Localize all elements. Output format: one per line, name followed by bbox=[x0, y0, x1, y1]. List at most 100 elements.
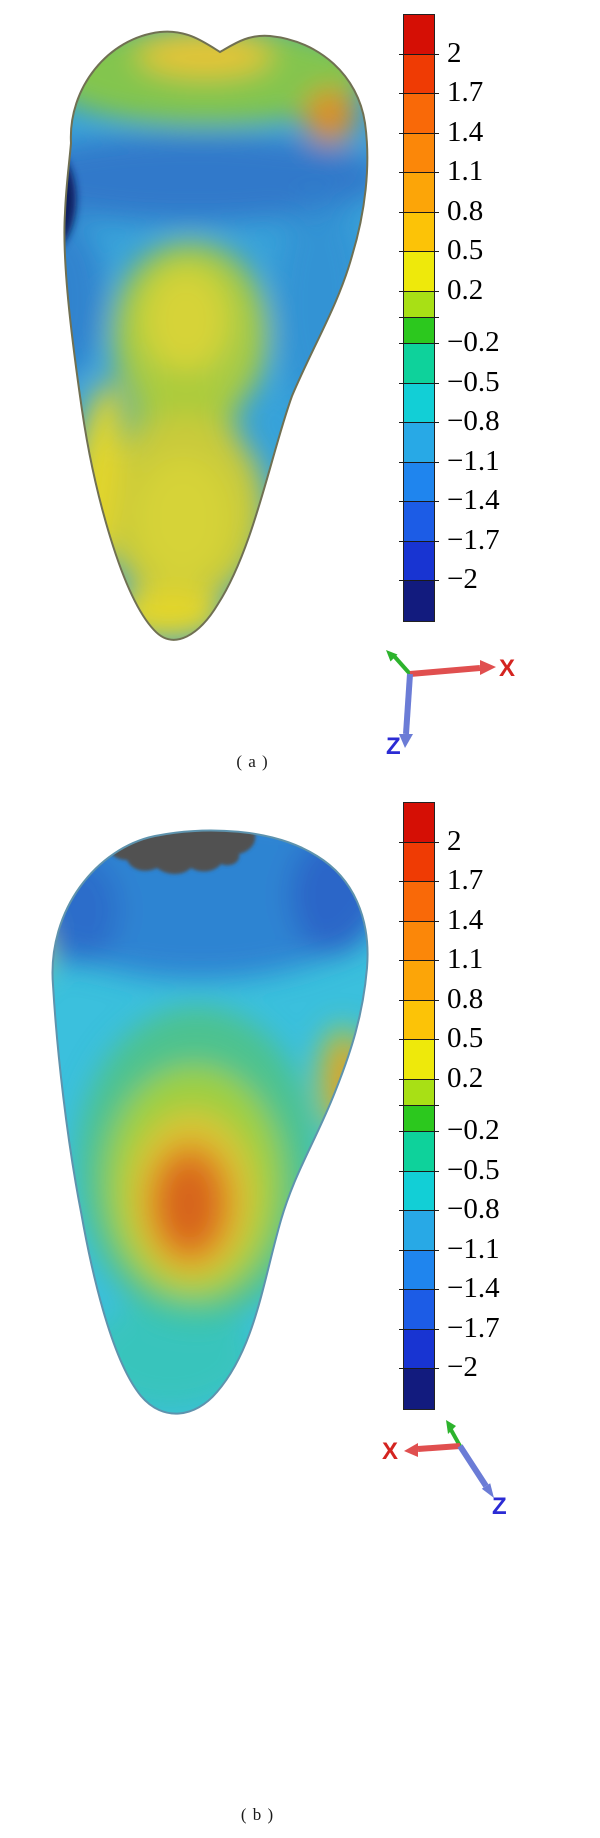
z-axis-arrowhead-icon bbox=[399, 734, 413, 748]
deviation-region-top-left-blue bbox=[52, 855, 120, 965]
colorbar-tick-label: −0.5 bbox=[447, 1153, 500, 1186]
tooth-deviation-map-a bbox=[10, 30, 369, 641]
colorbar-band bbox=[404, 961, 434, 1001]
colorbar-tick-label: −1.1 bbox=[447, 1232, 500, 1265]
panel-a: 2 1.7 1.4 1.1 0.8 0.5 0.2 −0.2 −0.5 −0.8 −1.1 −1.4 −… bbox=[0, 0, 600, 790]
colorbar-tick bbox=[399, 1249, 439, 1251]
panel-caption-b: ( b ) bbox=[240, 1805, 275, 1824]
colorbar-band bbox=[404, 212, 434, 253]
colorbar-tick-label: −1.7 bbox=[447, 1311, 500, 1344]
colorbar-tick bbox=[399, 251, 439, 253]
colorbar-tick-label: 1.1 bbox=[447, 942, 484, 975]
colorbar-tick-label: 1.7 bbox=[447, 75, 484, 108]
colorbar-band bbox=[404, 1211, 434, 1251]
colorbar-band bbox=[404, 15, 434, 55]
colorbar-band bbox=[404, 1369, 434, 1409]
colorbar-tick bbox=[399, 1328, 439, 1330]
colorbar-tick-label: 2 bbox=[447, 824, 462, 857]
deviation-region-upper-band bbox=[64, 134, 368, 222]
deviation-region-right-spot bbox=[327, 1038, 363, 1122]
colorbar-tick-label: 0.8 bbox=[447, 982, 484, 1015]
colorbar-band bbox=[404, 252, 434, 292]
colorbar-tick bbox=[399, 172, 439, 174]
z-axis-arrow bbox=[457, 1444, 489, 1488]
colorbar-band bbox=[404, 173, 434, 213]
deviation-region-left-blue bbox=[64, 218, 105, 378]
colorbar-tick bbox=[399, 461, 439, 463]
colorbar-band bbox=[404, 383, 434, 424]
colorbar-bar bbox=[403, 802, 435, 1410]
axis-triad-a: X Z bbox=[386, 650, 515, 757]
colorbar-tick-label: −0.2 bbox=[447, 1114, 500, 1147]
colorbar-tick bbox=[399, 290, 439, 292]
deviation-region-mid-core bbox=[142, 266, 230, 374]
colorbar-tick-label: 0.2 bbox=[447, 1061, 484, 1094]
colorbar-tick-label: −1.1 bbox=[447, 444, 500, 477]
z-axis-label: Z bbox=[386, 733, 401, 757]
colorbar-tick-label: −1.4 bbox=[447, 1272, 500, 1305]
deviation-region-lower-core bbox=[135, 456, 231, 580]
colorbar-tick bbox=[399, 1210, 439, 1212]
colorbar-tick-label: −1.4 bbox=[447, 484, 500, 517]
colorbar-band bbox=[404, 1106, 434, 1133]
y-axis-arrow bbox=[392, 654, 412, 676]
colorbar-tick bbox=[399, 1078, 439, 1080]
x-axis-arrowhead-icon bbox=[404, 1443, 418, 1457]
colorbar-band bbox=[404, 462, 434, 503]
colorbar-bar bbox=[403, 14, 435, 622]
colorbar-band bbox=[404, 94, 434, 134]
colorbar-tick bbox=[399, 422, 439, 424]
colorbar-tick bbox=[399, 211, 439, 213]
y-axis-arrowhead-icon bbox=[386, 650, 398, 662]
colorbar-band bbox=[404, 1290, 434, 1330]
colorbar-tick bbox=[399, 920, 439, 922]
colorbar-tick bbox=[399, 999, 439, 1001]
colorbar-tick-label: −0.8 bbox=[447, 405, 500, 438]
colorbar-band bbox=[404, 54, 434, 95]
colorbar-tick bbox=[399, 343, 439, 345]
colorbar-tick bbox=[399, 317, 439, 318]
colorbar-band bbox=[404, 291, 434, 318]
deviation-region-center-core bbox=[162, 1162, 216, 1246]
x-axis-label: X bbox=[382, 1438, 398, 1465]
colorbar-band bbox=[404, 803, 434, 843]
colorbar-tick bbox=[399, 540, 439, 542]
colorbar-band bbox=[404, 502, 434, 542]
tooth-outline-a bbox=[63, 30, 369, 641]
colorbar-tick bbox=[399, 501, 439, 503]
tooth-outline-b bbox=[51, 829, 369, 1415]
colorbar-tick bbox=[399, 53, 439, 55]
deviation-region-top-spot bbox=[137, 34, 273, 78]
panel-caption-a: ( a ) bbox=[236, 752, 269, 771]
deviation-region-left-spot bbox=[7, 914, 47, 982]
colorbar-tick-label: 1.4 bbox=[447, 115, 484, 148]
colorbar-tick bbox=[399, 841, 439, 843]
colorbar-band bbox=[404, 1250, 434, 1291]
z-axis-arrowhead-icon bbox=[481, 1483, 494, 1498]
colorbar-tick-label: 1.7 bbox=[447, 863, 484, 896]
deviation-region-bottom-teal bbox=[85, 1300, 255, 1410]
colorbar-tick bbox=[399, 960, 439, 962]
colorbar-tick-label: −0.2 bbox=[447, 326, 500, 359]
colorbar: 2 1.7 1.4 1.1 0.8 0.5 0.2 −0.2 −0.5 −0.8 −1.1 −1.4 −… bbox=[399, 14, 513, 626]
colorbar-tick bbox=[399, 1289, 439, 1291]
y-axis-arrowhead-icon bbox=[446, 1420, 456, 1434]
colorbar-band bbox=[404, 541, 434, 582]
colorbar-tick-label: −0.8 bbox=[447, 1193, 500, 1226]
colorbar-band bbox=[404, 1000, 434, 1041]
deviation-region-bottom-tip bbox=[112, 588, 224, 640]
colorbar: 2 1.7 1.4 1.1 0.8 0.5 0.2 −0.2 −0.5 −0.8 −1.1 −1.4 −… bbox=[399, 802, 513, 1414]
colorbar-tick-label: 1.1 bbox=[447, 154, 484, 187]
colorbar-tick-label: −0.5 bbox=[447, 365, 500, 398]
deviation-region-left-patch-core bbox=[10, 154, 46, 238]
colorbar-band bbox=[404, 581, 434, 621]
colorbar-tick-label: −1.7 bbox=[447, 523, 500, 556]
colorbar-band bbox=[404, 318, 434, 345]
colorbar-band bbox=[404, 1132, 434, 1172]
colorbar-tick bbox=[399, 881, 439, 883]
deviation-region-right-spot bbox=[304, 88, 356, 144]
colorbar-tick-label: −2 bbox=[447, 1351, 478, 1384]
colorbar-tick-label: 0.5 bbox=[447, 234, 484, 267]
colorbar-tick bbox=[399, 1131, 439, 1133]
